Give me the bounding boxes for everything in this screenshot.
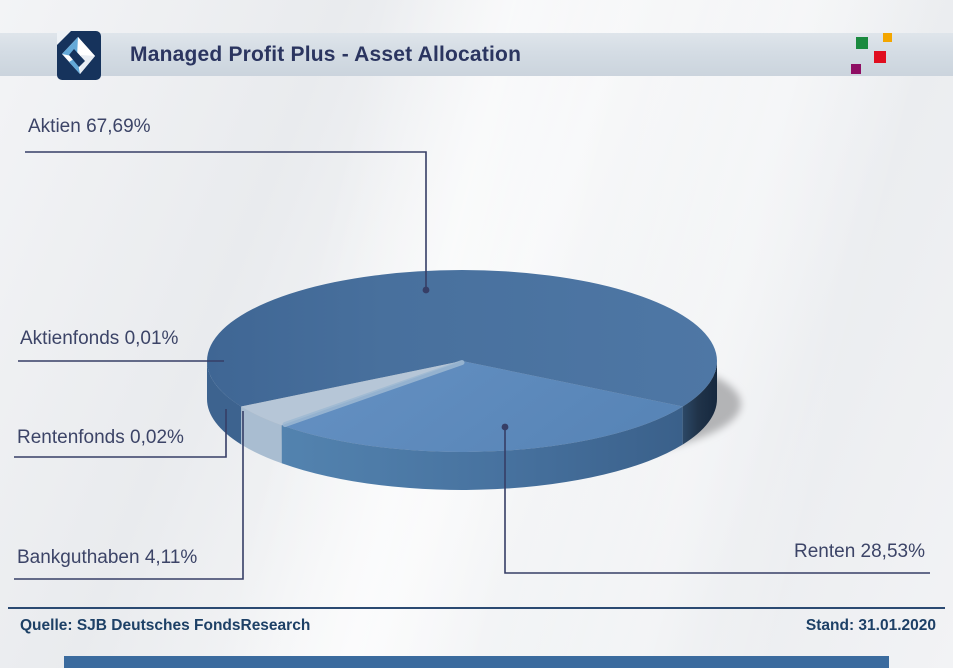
accent-square-purple-icon — [851, 64, 861, 74]
label-aktien: Aktien 67,69% — [28, 116, 151, 137]
bottom-bar — [64, 656, 889, 668]
accent-square-yellow-icon — [883, 33, 892, 42]
label-aktienfonds: Aktienfonds 0,01% — [20, 328, 179, 349]
label-renten: Renten 28,53% — [794, 541, 925, 562]
slice-renten — [281, 361, 683, 452]
slice-aktien — [207, 269, 717, 407]
pie-top-faces — [207, 269, 717, 452]
label-bankguthaben: Bankguthaben 4,11% — [17, 547, 198, 568]
label-rentenfonds: Rentenfonds 0,02% — [17, 427, 184, 448]
callout-line-aktien — [25, 151, 427, 290]
callout-line-renten — [504, 427, 930, 574]
slice-bankguthaben — [241, 361, 462, 426]
callout-lines — [14, 151, 930, 580]
callout-dot-renten — [501, 423, 509, 431]
footer-rule — [8, 607, 945, 609]
source-text: Quelle: SJB Deutsches FondsResearch — [20, 617, 311, 634]
callout-line-bankguthaben — [14, 411, 244, 580]
header-band — [0, 33, 953, 76]
callout-dot-aktien — [422, 286, 430, 294]
callout-line-rentenfonds — [14, 409, 227, 458]
page-title: Managed Profit Plus - Asset Allocation — [130, 42, 522, 66]
accent-square-red-icon — [874, 51, 886, 63]
pie-side-faces — [207, 361, 717, 490]
callout-dots — [422, 286, 509, 431]
date-text: Stand: 31.01.2020 — [805, 617, 936, 634]
accent-square-green-icon — [856, 37, 868, 49]
sjb-logo-icon — [57, 31, 101, 80]
